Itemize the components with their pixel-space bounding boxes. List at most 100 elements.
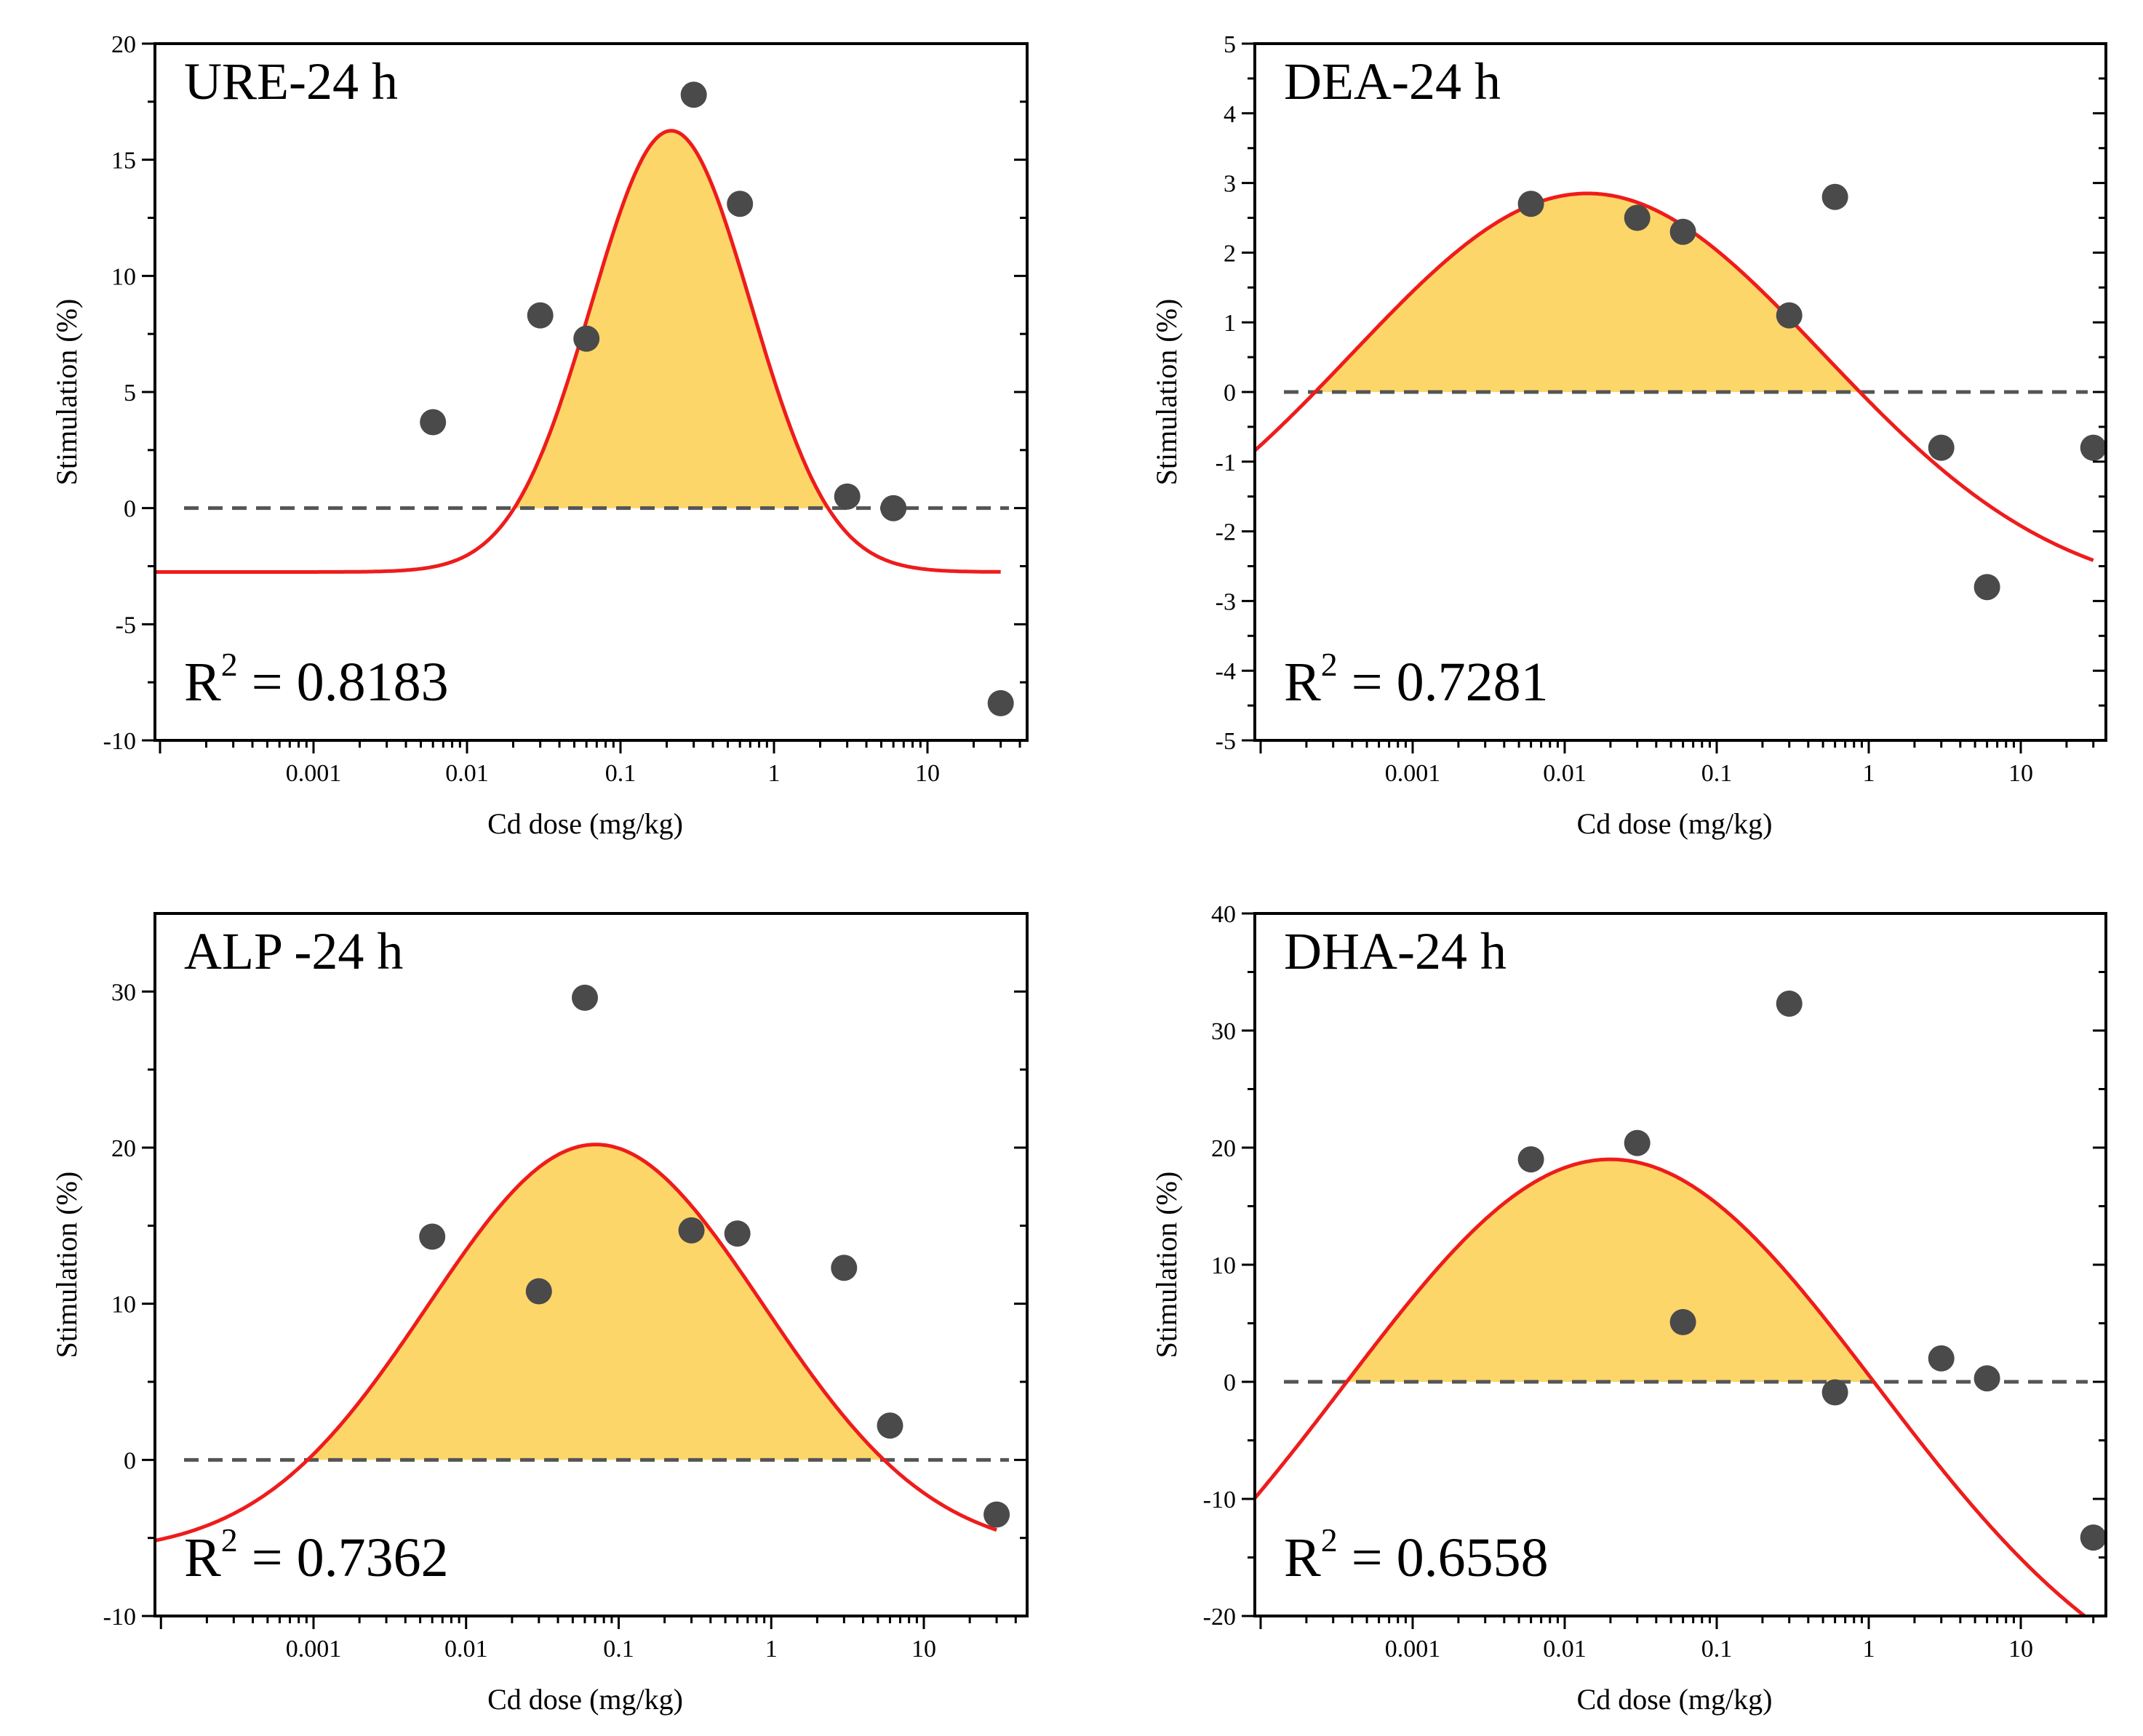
fitted-curve [155,1143,997,1543]
data-point [420,409,447,436]
panel-title: URE-24 h [184,52,398,111]
r-superscript: 2 [1321,646,1338,683]
y-axis-title: Stimulation (%) [50,299,83,486]
r-superscript: 2 [221,646,238,683]
data-point [1669,1308,1696,1335]
r-symbol: R [1284,652,1321,713]
panel-title: DHA-24 h [1284,922,1507,980]
data-point [880,495,907,521]
data-point [1776,302,1803,329]
x-tick-label: 10 [915,760,940,787]
data-point [724,1220,751,1247]
data-point [1669,218,1696,245]
data-point [680,81,707,108]
r-squared-annotation: R2 = 0.8183 [184,646,449,713]
panel-1: 0.001 0.01 0.1 1 10 -10 -5 0 5 10 15 20 Cd dose (mg/… [50,31,1029,840]
r-symbol: R [1284,1527,1321,1588]
x-axis-title: Cd dose (mg/kg) [487,807,683,840]
data-point [1928,1345,1955,1372]
data-point [1517,191,1544,217]
y-tick-label: 15 [111,148,136,175]
y-tick-label: 0 [124,496,136,523]
y-tick-label: 4 [1224,101,1236,128]
data-point [1776,991,1803,1017]
y-axis-title: Stimulation (%) [1150,1172,1183,1359]
stimulation-area [514,130,829,508]
data-point [1624,204,1651,231]
panel-2: 0.001 0.01 0.1 1 10 -5 -4 -3 -2 -1 0 1 2 3 4 5 Cd dose (… [1150,31,2107,840]
data-point [831,1255,858,1281]
x-tick-label: 1 [765,1636,778,1663]
x-tick-label: 0.1 [605,760,636,787]
r-squared-annotation: R2 = 0.7362 [184,1521,449,1588]
y-tick-label: 1 [1224,310,1236,337]
x-tick-label: 0.1 [1701,760,1733,787]
y-axis-title: Stimulation (%) [1150,299,1183,486]
data-point [573,325,600,352]
data-point [1517,1146,1544,1173]
data-point [2080,1524,2107,1551]
stimulation-area [1349,1159,1876,1382]
x-tick-label: 0.01 [445,760,489,787]
x-tick-label: 0.001 [1385,760,1441,787]
data-point [1821,183,1848,210]
y-tick-label: -2 [1216,519,1236,546]
y-tick-label: 2 [1224,240,1236,267]
y-tick-label: 30 [1211,1018,1236,1045]
panel-title: ALP -24 h [184,922,403,980]
x-tick-label: 0.1 [603,1636,634,1663]
y-tick-label: 30 [111,979,136,1006]
data-point [987,689,1014,716]
y-tick-label: -10 [1203,1487,1236,1513]
panel-title: DEA-24 h [1284,52,1501,111]
x-axis-title: Cd dose (mg/kg) [1577,807,1773,840]
x-tick-label: 1 [1863,760,1875,787]
fitted-curve [1255,191,2094,562]
x-tick-label: 10 [911,1636,936,1663]
r-squared-value: = 0.7362 [238,1527,449,1588]
y-tick-label: 10 [111,1292,136,1319]
y-axis-title: Stimulation (%) [50,1172,83,1359]
y-tick-label: -5 [1216,728,1236,755]
data-point [1974,574,2000,601]
y-tick-label: -20 [1203,1604,1236,1631]
stimulation-area [1316,193,1861,392]
y-tick-label: -5 [116,612,136,639]
y-tick-label: 0 [1224,1369,1236,1396]
r-symbol: R [184,652,221,713]
x-tick-label: 0.01 [1543,1636,1587,1663]
y-tick-label: 40 [1211,901,1236,928]
r-squared-value: = 0.6558 [1338,1527,1549,1588]
y-tick-label: 10 [111,263,136,290]
x-tick-label: 1 [768,760,781,787]
data-point [525,1278,552,1305]
x-tick-label: 0.01 [1543,760,1587,787]
data-point [1624,1129,1651,1156]
x-tick-label: 0.1 [1701,1636,1733,1663]
y-tick-label: 20 [1211,1135,1236,1162]
data-point [678,1217,705,1244]
data-point [1928,434,1955,461]
r-squared-annotation: R2 = 0.6558 [1284,1521,1549,1588]
data-point [727,191,754,217]
y-tick-label: 20 [111,31,136,58]
data-point [983,1501,1010,1528]
data-point [877,1412,903,1439]
y-tick-label: 0 [1224,380,1236,407]
x-axis-title: Cd dose (mg/kg) [1577,1683,1773,1716]
data-point [1821,1379,1848,1406]
y-tick-label: -1 [1216,449,1236,476]
data-point [527,302,554,329]
data-point [419,1223,446,1250]
y-tick-label: -10 [103,728,136,755]
data-point [1974,1365,2000,1392]
r-superscript: 2 [221,1521,238,1559]
fitted-curve [155,129,1001,574]
x-tick-label: 0.001 [286,760,342,787]
y-tick-label: 5 [1224,31,1236,58]
r-symbol: R [184,1527,221,1588]
y-tick-label: 10 [1211,1252,1236,1279]
r-squared-value: = 0.7281 [1338,652,1549,713]
data-point [2080,434,2107,461]
